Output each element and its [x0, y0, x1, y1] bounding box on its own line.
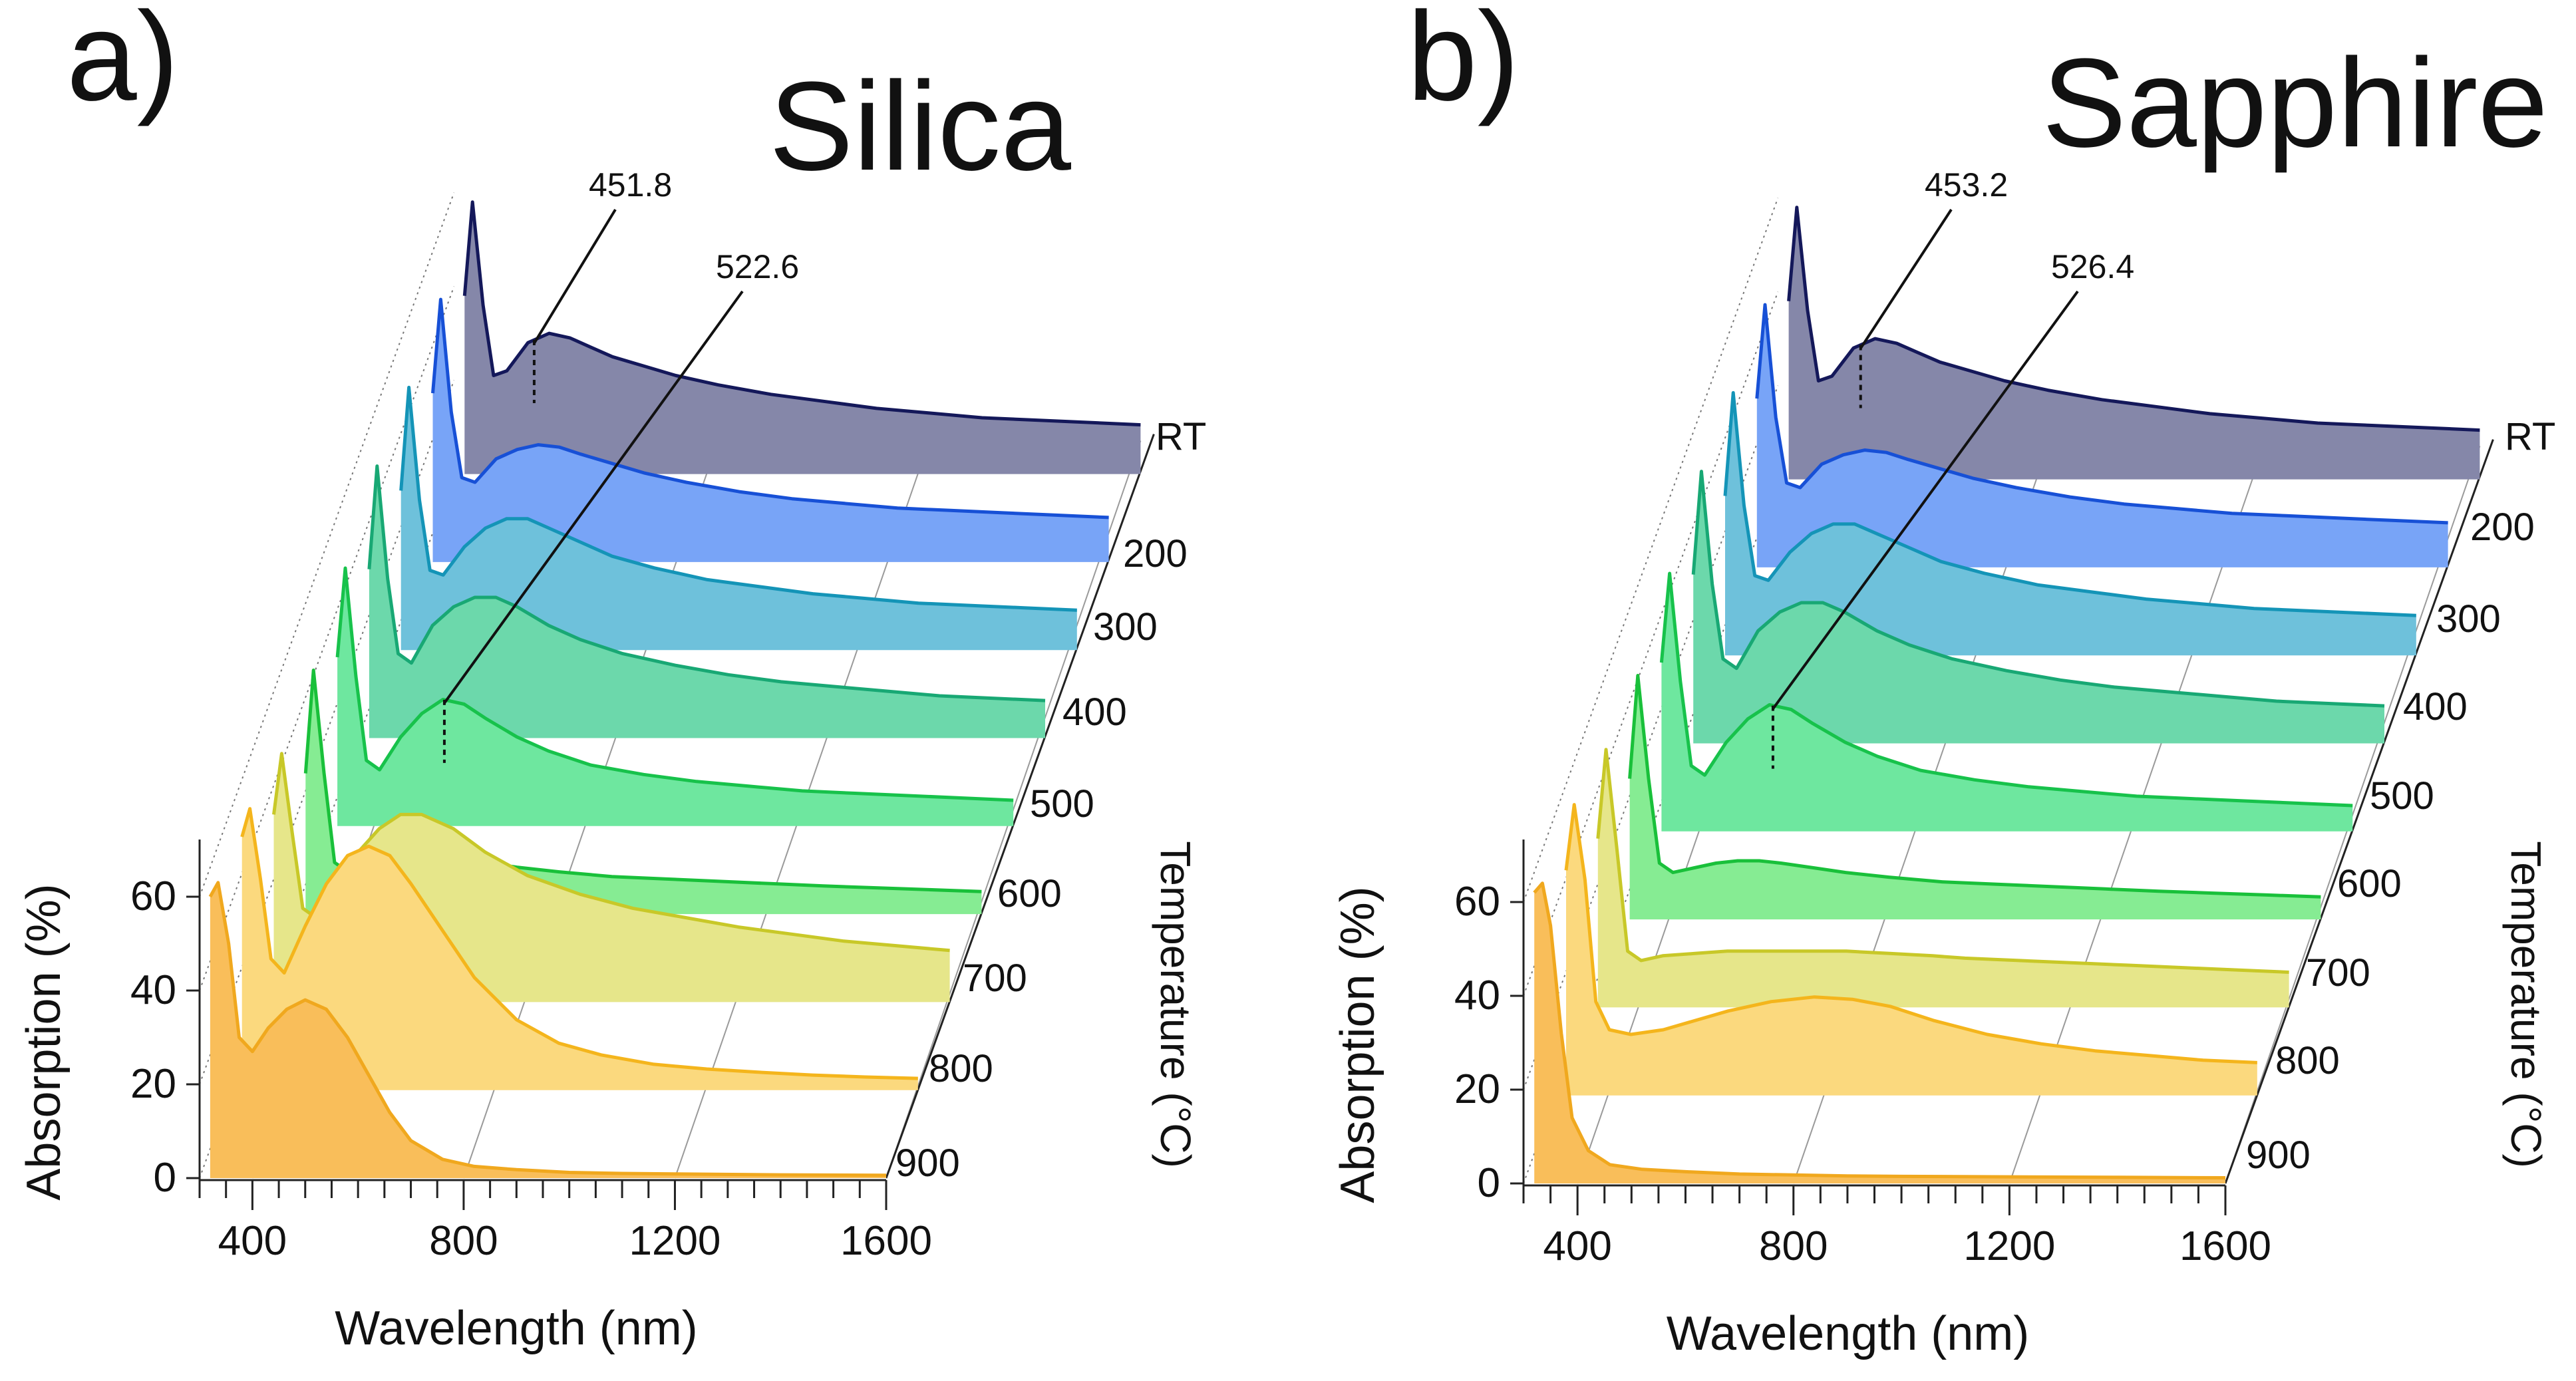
temperature-axis-title: Temperature (°C) [1152, 841, 1200, 1168]
line-series-700 [1596, 748, 2289, 974]
temperature-axis-line [885, 434, 1155, 1179]
line-series-400 [1691, 470, 2385, 708]
temperature-axis-line [2224, 439, 2494, 1184]
y-tick-label: 0 [154, 1155, 176, 1201]
line-series-300 [1723, 390, 2416, 617]
temperature-label-600: 600 [997, 872, 1062, 915]
panel-title: Silica [769, 56, 1071, 197]
line-series-900 [208, 881, 887, 1177]
y-axis-title: Absorption (%) [17, 883, 71, 1200]
y-tick-label: 20 [1454, 1066, 1500, 1112]
line-series-500 [1659, 571, 2353, 808]
temperature-label-500: 500 [1030, 782, 1094, 826]
line-series-600 [1628, 674, 2321, 899]
area-series-300 [401, 387, 1077, 651]
temperature-label-300: 300 [1093, 605, 1158, 649]
x-axis-title: Wavelength (nm) [1667, 1307, 2030, 1360]
x-tick-label: 1600 [2179, 1223, 2271, 1269]
x-tick-label: 400 [1543, 1223, 1611, 1269]
temperature-label-400: 400 [1062, 690, 1127, 734]
x-tick-label: 1200 [629, 1218, 721, 1264]
panel-label: a) [67, 0, 179, 127]
y-tick-label: 20 [130, 1061, 176, 1107]
y-axis-title: Absorption (%) [1331, 886, 1384, 1203]
line-series-800 [1564, 803, 2257, 1064]
line-series-900 [1533, 881, 2226, 1179]
annotation-leader-line [533, 208, 617, 345]
annotation-label: 453.2 [1925, 166, 2008, 204]
area-series-700 [1597, 749, 2289, 1008]
temperature-label-700: 700 [2306, 951, 2370, 995]
x-tick-label: 800 [429, 1218, 498, 1264]
panel-label: b) [1407, 0, 1520, 127]
line-series-RT [1787, 206, 2480, 432]
area-series-200 [1756, 305, 2448, 567]
area-series-300 [1725, 392, 2416, 656]
temperature-label-500: 500 [2370, 774, 2434, 818]
x-tick-label: 1600 [840, 1218, 932, 1264]
y-tick-label: 60 [130, 873, 176, 919]
y-tick-label: 60 [1454, 879, 1500, 925]
area-series-800 [242, 808, 918, 1090]
temperature-label-400: 400 [2403, 685, 2468, 728]
annotation-leader-line [443, 290, 744, 704]
area-series-500 [1661, 573, 2353, 832]
line-series-200 [431, 297, 1109, 520]
temperature-label-RT: RT [1156, 415, 1206, 458]
depth-guide-line [1523, 198, 1779, 903]
y-tick-label: 0 [1478, 1160, 1500, 1206]
annotation-leader-line [1859, 208, 1953, 349]
panel-sapphire: 453.2 526.4 400 800 1200 1600 0 20 40 60 900 800 700… [1331, 0, 2555, 1360]
temperature-label-200: 200 [2470, 506, 2535, 549]
panel-title: Sapphire [2042, 33, 2548, 174]
temperature-label-300: 300 [2436, 597, 2501, 641]
area-series-RT [464, 202, 1141, 474]
x-tick-label: 800 [1759, 1223, 1828, 1269]
annotation-label: 526.4 [2051, 248, 2134, 285]
temperature-label-600: 600 [2337, 862, 2402, 905]
temperature-label-900: 900 [2246, 1134, 2311, 1177]
annotation-label: 522.6 [716, 248, 799, 285]
y-tick-label: 40 [1454, 973, 1500, 1018]
area-series-900 [210, 882, 886, 1178]
area-series-200 [432, 299, 1109, 562]
area-series-400 [369, 466, 1045, 738]
x-tick-label: 400 [218, 1218, 287, 1264]
temperature-label-RT: RT [2505, 415, 2555, 458]
annotation-leader-line [1772, 290, 2079, 710]
x-tick-label: 1200 [1963, 1223, 2055, 1269]
area-series-RT [1788, 207, 2480, 480]
temperature-label-800: 800 [929, 1047, 993, 1090]
line-series-400 [367, 464, 1046, 702]
temperature-label-800: 800 [2275, 1039, 2340, 1082]
depth-guide-line [199, 192, 455, 897]
line-series-800 [240, 807, 918, 1080]
line-series-700 [272, 752, 950, 953]
temperature-label-900: 900 [895, 1142, 960, 1185]
temperature-label-200: 200 [1123, 532, 1188, 575]
area-series-500 [337, 568, 1014, 826]
line-series-RT [462, 200, 1141, 427]
line-series-300 [399, 385, 1077, 612]
annotation-label: 451.8 [589, 166, 672, 204]
line-series-200 [1755, 303, 2448, 525]
temperature-label-700: 700 [963, 957, 1027, 1000]
line-series-500 [335, 566, 1014, 802]
panel-silica: 451.8 522.6 400 800 1200 1600 0 20 40 60 900 800 700… [17, 0, 1206, 1355]
temperature-axis-title: Temperature (°C) [2502, 841, 2550, 1168]
y-tick-label: 40 [130, 967, 176, 1013]
x-axis-title: Wavelength (nm) [335, 1302, 698, 1355]
area-series-800 [1566, 804, 2257, 1096]
area-series-400 [1693, 471, 2384, 744]
